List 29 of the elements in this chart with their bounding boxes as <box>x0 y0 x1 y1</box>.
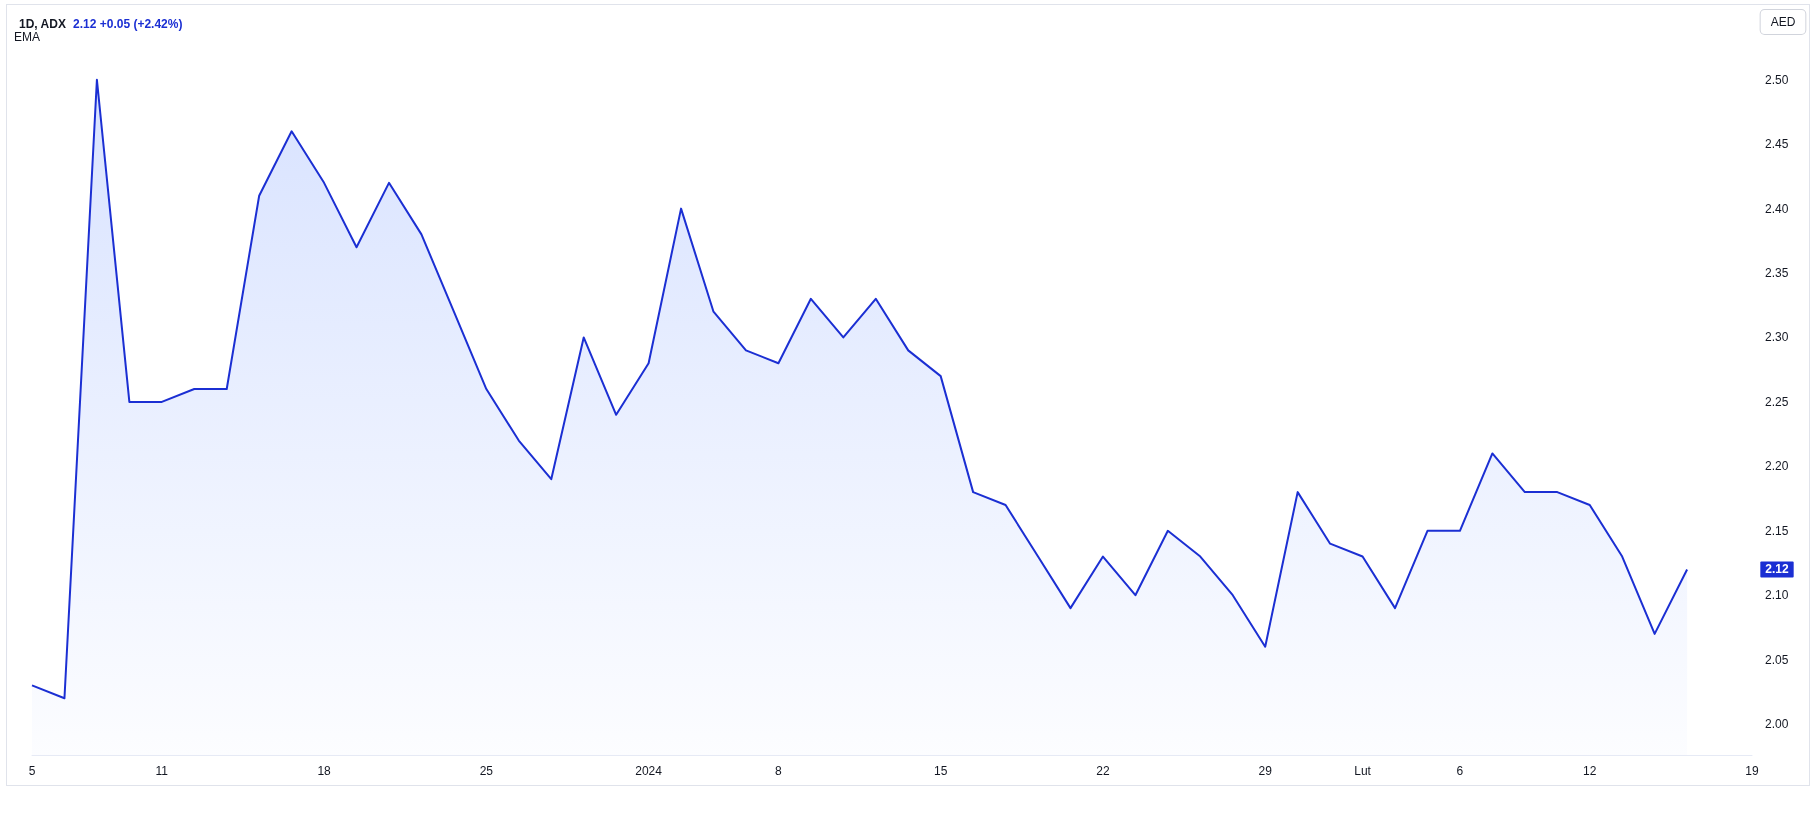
x-tick-label: 25 <box>479 764 494 778</box>
x-tick-label: 2024 <box>635 764 663 778</box>
text: 2.12 <box>1765 562 1789 577</box>
x-tick-label: 15 <box>934 764 948 778</box>
annotation: EMA <box>14 30 41 44</box>
x-tick-label: 12 <box>1583 764 1597 778</box>
text: 1D, ADX <box>19 17 66 31</box>
y-tick-label: 2.10 <box>1765 588 1789 603</box>
x-tick-label: 5 <box>28 764 36 778</box>
y-tick-label: 2.45 <box>1765 137 1789 152</box>
y-tick-label: 2.00 <box>1765 717 1789 732</box>
y-tick-label: 2.30 <box>1765 330 1789 345</box>
x-tick-label: Lut <box>1354 764 1372 778</box>
x-tick-label: 29 <box>1258 764 1273 778</box>
x-tick-label: 8 <box>775 764 783 778</box>
y-tick-label: 2.50 <box>1765 72 1789 87</box>
x-tick-label: 18 <box>317 764 332 778</box>
y-axis-title: AED <box>1770 15 1796 29</box>
y-tick-label: 2.05 <box>1765 652 1789 667</box>
y-tick-label: 2.20 <box>1765 459 1789 474</box>
y-tick-label: 2.15 <box>1765 523 1789 538</box>
x-tick-label: 19 <box>1745 764 1759 778</box>
x-tick-label: 22 <box>1096 764 1110 778</box>
text: 2.12 +0.05 (+2.42%) <box>66 17 183 31</box>
x-tick-label: 6 <box>1456 764 1464 778</box>
y-tick-label: 2.40 <box>1765 201 1789 216</box>
y-tick-label: 2.25 <box>1765 394 1789 409</box>
x-tick-label: 11 <box>155 764 169 778</box>
y-tick-label: 2.35 <box>1765 266 1789 281</box>
